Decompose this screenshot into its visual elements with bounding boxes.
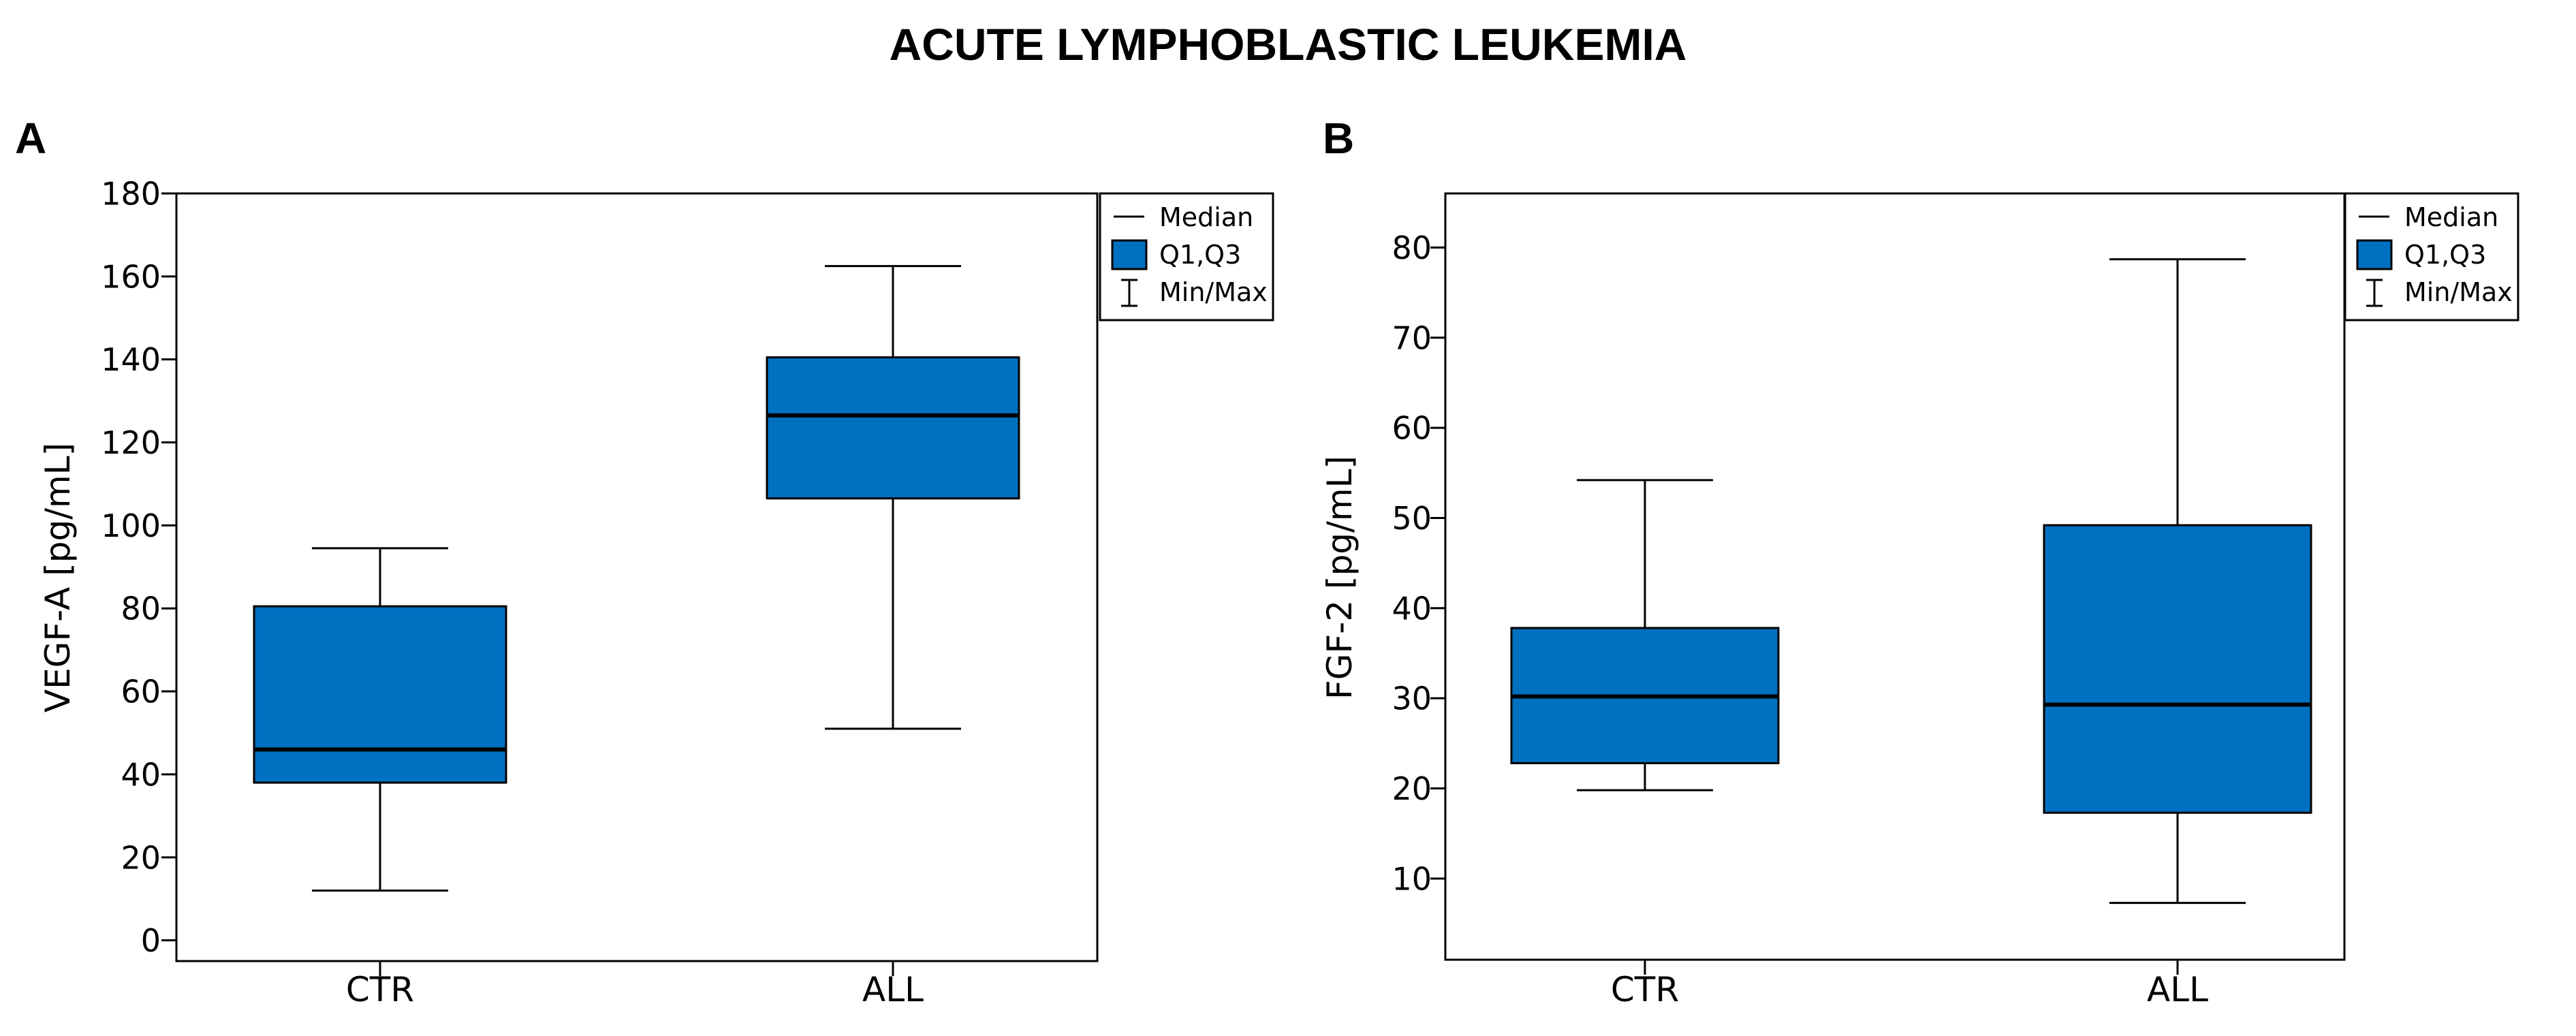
panel-b-y-tick-label: 80 (1392, 230, 1432, 266)
panel-b-legend-q1q3-swatch (2356, 239, 2393, 270)
panel-b-box-all (2043, 258, 2312, 905)
panel-b-y-tick-label: 10 (1392, 860, 1432, 897)
panel-a-legend-q1q3-swatch (1111, 239, 1148, 270)
panel-b-x-categories: CTR ALL (1611, 960, 2208, 1009)
panel-a-y-tick-label: 40 (121, 756, 161, 793)
panel-a-y-tick-label: 160 (101, 258, 161, 295)
panel-b-legend-minmax-swatch (2366, 279, 2383, 307)
panel-a-x-category-label: CTR (346, 970, 414, 1009)
panel-b-box-ctr (1510, 479, 1780, 791)
panel-a-x-category-label: ALL (862, 970, 924, 1009)
panel-b-y-ticks: 10 20 30 40 50 60 70 80 (1392, 230, 1445, 897)
panel-a-y-tick-label: 120 (101, 424, 161, 461)
panel-b-y-tick-label: 20 (1392, 770, 1432, 807)
panel-a-iqr-box-all (766, 356, 1020, 500)
panel-a-y-tick-label: 60 (121, 674, 161, 710)
panel-b-y-tick-label: 40 (1392, 590, 1432, 627)
panel-a-iqr-box-ctr (253, 605, 507, 784)
panel-b-boxes (1510, 258, 2312, 905)
panel-b-legend-q1q3-label: Q1,Q3 (2404, 240, 2486, 270)
panel-a-y-tick-label: 80 (121, 591, 161, 627)
panel-b-y-tick-label: 30 (1392, 680, 1432, 717)
panel-b-letter: B (1323, 114, 1354, 163)
panel-b-x-category-label: CTR (1611, 970, 1679, 1009)
panel-b-y-axis-label: FGF-2 [pg/mL] (1320, 456, 1360, 700)
panel-b-y-tick-label: 50 (1392, 500, 1432, 537)
panel-a-legend-minmax-label: Min/Max (1159, 277, 1268, 307)
panel-a-box-ctr (253, 547, 507, 892)
panel-a-legend-median-label: Median (1159, 202, 1253, 232)
panel-b-y-tick-label: 70 (1392, 319, 1432, 356)
panel-b-legend-median-label: Median (2404, 202, 2498, 232)
panel-a-y-tick-label: 100 (101, 507, 161, 544)
panel-b-legend-minmax-label: Min/Max (2404, 277, 2513, 307)
panel-a-y-tick-label: 140 (101, 341, 161, 378)
panel-a-box-all (766, 265, 1020, 730)
panel-a-legend-q1q3-label: Q1,Q3 (1159, 240, 1241, 270)
panel-b-legend: Median Q1,Q3 Min/Max (2344, 192, 2519, 321)
panel-b-x-category-label: ALL (2147, 970, 2208, 1009)
panel-a-y-tick-label: 180 (101, 176, 161, 213)
panel-a-legend-minmax-swatch (1121, 279, 1137, 307)
panel-a-y-tick-label: 0 (141, 922, 161, 959)
panel-a-x-categories: CTR ALL (346, 961, 924, 1009)
panel-b-iqr-box-all (2043, 524, 2312, 814)
figure-title: ACUTE LYMPHOBLASTIC LEUKEMIA (890, 19, 1687, 69)
panel-a-boxes (253, 265, 1020, 892)
panel-a-y-tick-label: 20 (121, 839, 161, 876)
panel-a-y-ticks: 0 20 40 60 80 100 120 140 160 180 (101, 176, 176, 959)
panel-b-y-tick-label: 60 (1392, 410, 1432, 447)
panel-a: A VEGF-A [pg/mL] 0 20 40 60 80 100 120 140 160 18… (15, 114, 1274, 1009)
panel-a-y-axis-label: VEGF-A [pg/mL] (38, 443, 78, 712)
panel-a-letter: A (15, 114, 46, 163)
panel-a-plot-frame (175, 192, 1099, 962)
panel-a-legend: Median Q1,Q3 Min/Max (1099, 192, 1274, 321)
